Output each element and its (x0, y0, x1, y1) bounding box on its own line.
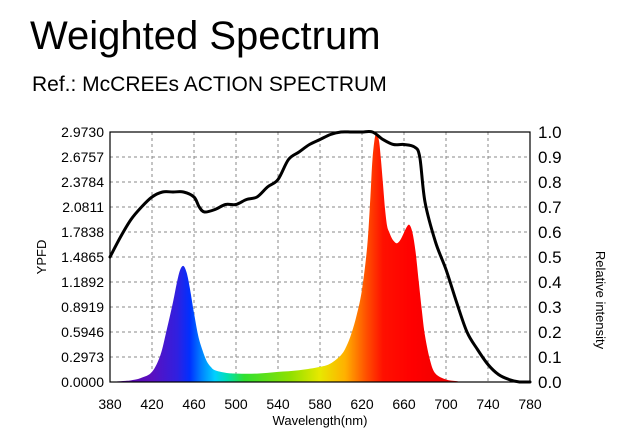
y-axis-label: YPFD (34, 240, 49, 275)
y2-tick-label: 0.4 (538, 273, 562, 292)
y2-tick-label: 0.9 (538, 148, 562, 167)
y-tick-label: 1.1892 (61, 274, 104, 290)
chart-title: Weighted Spectrum (30, 14, 381, 58)
y-tick-label: 0.0000 (61, 374, 104, 390)
y2-tick-label: 1.0 (538, 123, 562, 142)
y-tick-labels: 0.0000 0.2973 0.5946 0.8919 1.1892 1.4865 1.78… (61, 124, 104, 390)
y2-axis-label: Relative intensity (593, 251, 608, 350)
y2-tick-label: 0.0 (538, 373, 562, 392)
y-tick-label: 2.9730 (61, 124, 104, 140)
y-tick-label: 1.7838 (61, 224, 104, 240)
x-tick-label: 580 (308, 396, 332, 412)
grid (110, 132, 530, 382)
y2-tick-label: 0.3 (538, 298, 562, 317)
y2-tick-label: 0.7 (538, 198, 562, 217)
x-tick-label: 740 (476, 396, 500, 412)
y-tick-label: 2.0811 (62, 199, 104, 215)
chart-subtitle: Ref.: McCREEs ACTION SPECTRUM (32, 73, 387, 96)
plot-frame (109, 131, 531, 383)
y-tick-label: 0.2973 (61, 349, 104, 365)
relative-intensity-line (108, 129, 532, 384)
y-tick-label: 2.3784 (61, 174, 104, 190)
y-tick-label: 0.8919 (61, 299, 104, 315)
y2-tick-label: 0.1 (538, 348, 562, 367)
y-tick-label: 1.4865 (61, 249, 104, 265)
y-tick-label: 2.6757 (61, 149, 104, 165)
y2-tick-label: 0.6 (538, 223, 562, 242)
y2-tick-label: 0.2 (538, 323, 562, 342)
x-tick-label: 380 (98, 396, 122, 412)
y2-tick-label: 0.5 (538, 248, 562, 267)
x-tick-label: 540 (266, 396, 290, 412)
x-tick-labels: 380 420 460 500 540 580 620 660 700 740 780 (98, 396, 542, 412)
y-tick-label: 0.5946 (61, 324, 104, 340)
x-tick-label: 620 (350, 396, 374, 412)
x-tick-label: 700 (434, 396, 458, 412)
x-axis-label: Wavelength(nm) (273, 413, 368, 428)
x-tick-label: 780 (518, 396, 542, 412)
x-tick-label: 420 (140, 396, 164, 412)
y2-tick-label: 0.8 (538, 173, 562, 192)
x-tick-label: 660 (392, 396, 416, 412)
x-tick-label: 460 (182, 396, 206, 412)
y2-tick-labels: 0.0 0.1 0.2 0.3 0.4 0.5 0.6 0.7 0.8 0.9 1.0 (538, 123, 562, 392)
x-tick-label: 500 (224, 396, 248, 412)
relative-intensity-line-layer (108, 129, 532, 384)
